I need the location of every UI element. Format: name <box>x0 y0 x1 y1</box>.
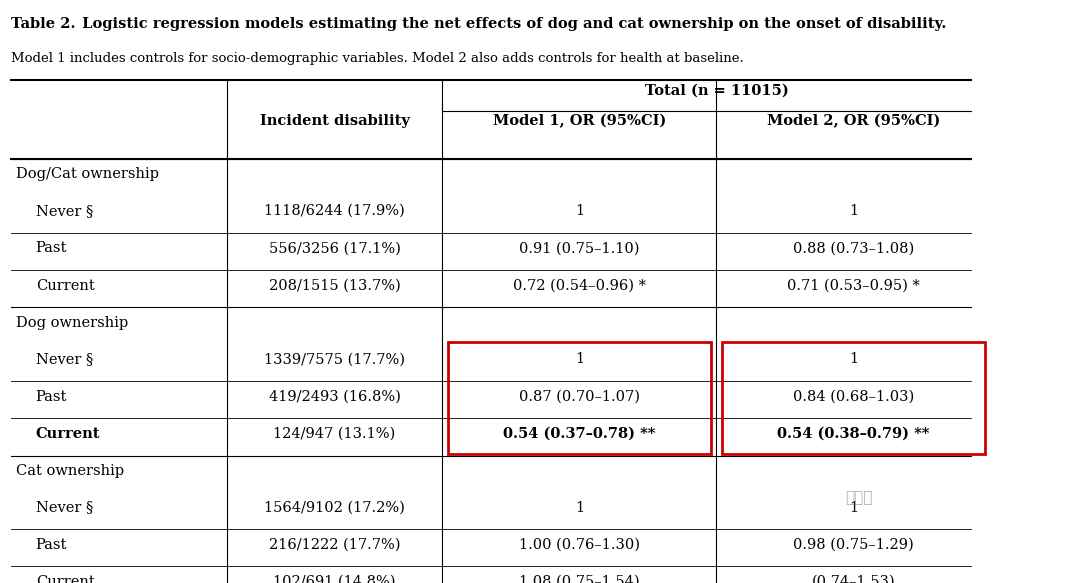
Text: 0.72 (0.54–0.96) *: 0.72 (0.54–0.96) * <box>513 279 646 293</box>
Text: 1: 1 <box>849 352 859 366</box>
Text: 102/691 (14.8%): 102/691 (14.8%) <box>273 575 395 583</box>
Text: 208/1515 (13.7%): 208/1515 (13.7%) <box>269 279 401 293</box>
Bar <box>448 342 711 454</box>
Text: 124/947 (13.1%): 124/947 (13.1%) <box>273 427 395 441</box>
Text: Cat ownership: Cat ownership <box>16 464 124 478</box>
Text: Past: Past <box>36 389 67 403</box>
Text: Total (n = 11015): Total (n = 11015) <box>645 84 788 98</box>
Text: Never §: Never § <box>36 204 93 218</box>
Text: 1118/6244 (17.9%): 1118/6244 (17.9%) <box>265 204 405 218</box>
Text: 419/2493 (16.8%): 419/2493 (16.8%) <box>269 389 401 403</box>
Text: 0.54 (0.38–0.79) **: 0.54 (0.38–0.79) ** <box>778 427 930 441</box>
Text: 量子位: 量子位 <box>845 490 873 505</box>
Text: Incident disability: Incident disability <box>259 114 409 128</box>
Text: 1: 1 <box>575 352 584 366</box>
Text: Current: Current <box>36 279 94 293</box>
Text: 1.00 (0.76–1.30): 1.00 (0.76–1.30) <box>518 538 639 552</box>
Text: 0.87 (0.70–1.07): 0.87 (0.70–1.07) <box>518 389 639 403</box>
Text: 1.08 (0.75–1.54): 1.08 (0.75–1.54) <box>519 575 639 583</box>
Text: 216/1222 (17.7%): 216/1222 (17.7%) <box>269 538 401 552</box>
Text: Current: Current <box>36 575 94 583</box>
Text: Dog/Cat ownership: Dog/Cat ownership <box>16 167 159 181</box>
Text: Table 2.: Table 2. <box>11 17 76 31</box>
Text: (0.74–1.53): (0.74–1.53) <box>812 575 895 583</box>
Text: 1564/9102 (17.2%): 1564/9102 (17.2%) <box>264 500 405 515</box>
Text: Never §: Never § <box>36 500 93 515</box>
Text: Current: Current <box>36 427 100 441</box>
Text: 556/3256 (17.1%): 556/3256 (17.1%) <box>269 241 401 255</box>
Text: Dog ownership: Dog ownership <box>16 315 129 329</box>
Text: 0.84 (0.68–1.03): 0.84 (0.68–1.03) <box>793 389 915 403</box>
Text: Past: Past <box>36 241 67 255</box>
Text: Model 1 includes controls for socio-demographic variables. Model 2 also adds con: Model 1 includes controls for socio-demo… <box>11 52 744 65</box>
Text: Never §: Never § <box>36 352 93 366</box>
Text: 0.88 (0.73–1.08): 0.88 (0.73–1.08) <box>793 241 915 255</box>
Text: 0.54 (0.37–0.78) **: 0.54 (0.37–0.78) ** <box>503 427 656 441</box>
Text: 1: 1 <box>849 204 859 218</box>
Bar <box>723 342 985 454</box>
Text: Model 2, OR (95%CI): Model 2, OR (95%CI) <box>767 114 941 128</box>
Text: 0.98 (0.75–1.29): 0.98 (0.75–1.29) <box>793 538 914 552</box>
Text: 1339/7575 (17.7%): 1339/7575 (17.7%) <box>264 352 405 366</box>
Text: 1: 1 <box>575 500 584 515</box>
Text: Past: Past <box>36 538 67 552</box>
Text: 0.91 (0.75–1.10): 0.91 (0.75–1.10) <box>519 241 639 255</box>
Text: 0.71 (0.53–0.95) *: 0.71 (0.53–0.95) * <box>787 279 920 293</box>
Text: Model 1, OR (95%CI): Model 1, OR (95%CI) <box>492 114 666 128</box>
Text: Logistic regression models estimating the net effects of dog and cat ownership o: Logistic regression models estimating th… <box>72 17 946 31</box>
Text: 1: 1 <box>575 204 584 218</box>
Text: 1: 1 <box>849 500 859 515</box>
